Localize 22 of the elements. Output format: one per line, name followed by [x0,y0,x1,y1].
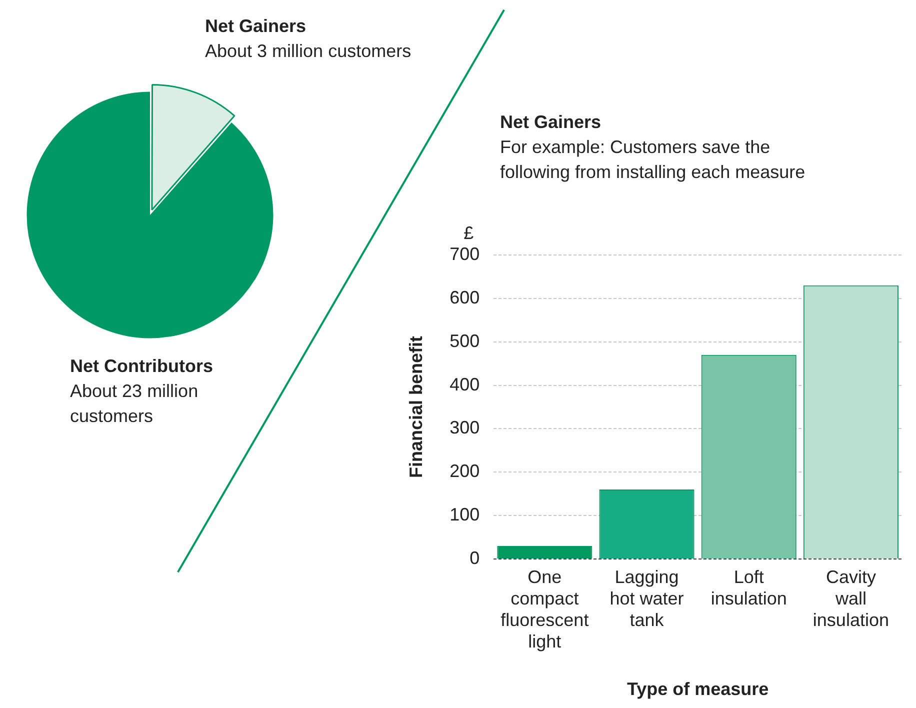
chart-subtitle: For example: Customers save the following from installing each measure [500,136,806,184]
bar [497,546,592,558]
slice-label: Net Gainers [205,16,306,36]
data-label: About 3 million customers [205,40,412,61]
chart-title: Net Gainers [500,111,602,134]
x-tick-label: Loft insulation [710,566,787,608]
x-tick-label: One compact fluorescent light [500,566,589,652]
text: £ [464,222,474,243]
y-tick-label: 700 [450,244,480,264]
y-axis-title: Financial benefit [406,336,426,478]
y-tick-label: 500 [450,330,480,351]
y-tick-label: 0 [470,548,480,568]
x-tick-label: Lagging hot water tank [610,566,684,630]
y-tick-label: 600 [450,287,480,308]
y-tick-label: 100 [450,504,480,525]
slice-label: Net Contributors [70,356,213,376]
x-tick-label: Cavity wall insulation [812,566,889,630]
y-tick-label: 300 [450,418,480,438]
y-tick-label: 400 [450,374,480,394]
y-tick-label: 200 [450,461,480,482]
x-axis-title: Type of measure [626,679,769,700]
data-label: About 23 million customers [70,380,198,426]
